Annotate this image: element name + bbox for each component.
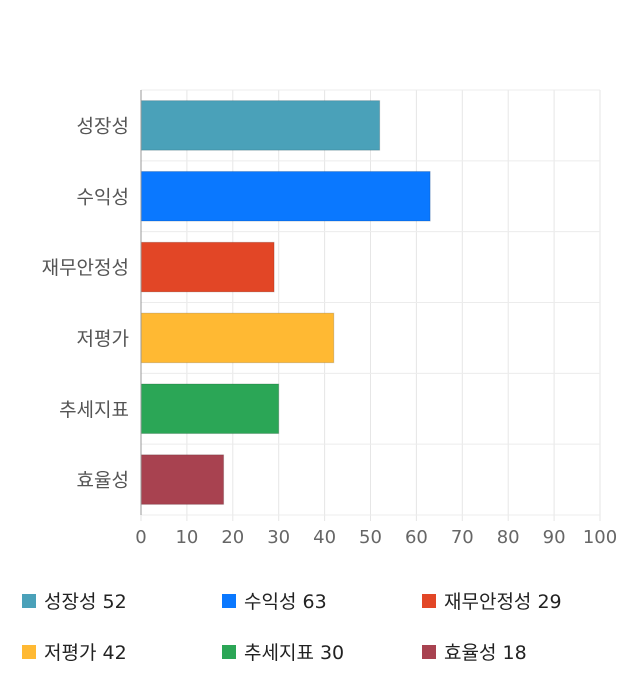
chart-legend: 성장성 52 수익성 63 재무안정성 29 저평가 42 추세지표 30 효율… xyxy=(0,575,640,685)
legend-item-stability[interactable]: 재무안정성 29 xyxy=(422,587,562,614)
legend-item-undervalued[interactable]: 저평가 42 xyxy=(22,638,127,665)
legend-swatch xyxy=(222,593,236,608)
bar-4 xyxy=(140,312,335,364)
legend-label: 저평가 42 xyxy=(44,642,127,664)
category-label: 재무안정성 xyxy=(42,257,129,279)
legend-label: 추세지표 30 xyxy=(244,642,345,664)
legend-swatch xyxy=(22,644,36,659)
category-label: 성장성 xyxy=(77,115,129,137)
category-label: 추세지표 xyxy=(59,399,129,421)
category-label: 효율성 xyxy=(77,470,129,492)
category-label: 수익성 xyxy=(77,186,129,208)
bar-6 xyxy=(140,454,225,505)
x-tick-label: 30 xyxy=(267,527,290,548)
x-tick-label: 70 xyxy=(451,527,474,548)
legend-swatch xyxy=(422,593,436,608)
bar-1 xyxy=(140,100,381,151)
x-tick-label: 0 xyxy=(135,527,146,548)
x-tick-label: 100 xyxy=(583,527,617,548)
legend-item-trend[interactable]: 추세지표 30 xyxy=(222,638,344,665)
legend-label: 성장성 52 xyxy=(44,591,127,613)
legend-swatch xyxy=(22,593,36,608)
legend-item-efficiency[interactable]: 효율성 18 xyxy=(422,638,527,665)
legend-label: 효율성 18 xyxy=(444,642,527,664)
bar-chart: 0 10 20 30 40 50 60 70 80 90 100 성장성수익성재무안정성저평가추세지표… xyxy=(42,89,617,548)
bar-2 xyxy=(140,170,431,222)
legend-swatch xyxy=(222,644,236,659)
bar-5 xyxy=(140,383,280,435)
legend-item-growth[interactable]: 성장성 52 xyxy=(22,587,127,614)
x-tick-label: 60 xyxy=(405,527,428,548)
category-label: 저평가 xyxy=(77,328,129,350)
legend-label: 재무안정성 29 xyxy=(444,591,562,613)
legend-item-profitability[interactable]: 수익성 63 xyxy=(222,587,327,614)
x-tick-label: 90 xyxy=(543,527,566,548)
x-tick-label: 40 xyxy=(313,527,336,548)
legend-swatch xyxy=(422,644,436,659)
bar-3 xyxy=(140,241,275,293)
legend-label: 수익성 63 xyxy=(244,591,327,613)
x-tick-label: 80 xyxy=(497,527,520,548)
x-tick-label: 20 xyxy=(221,527,244,548)
x-tick-label: 50 xyxy=(359,527,382,548)
x-tick-label: 10 xyxy=(175,527,198,548)
